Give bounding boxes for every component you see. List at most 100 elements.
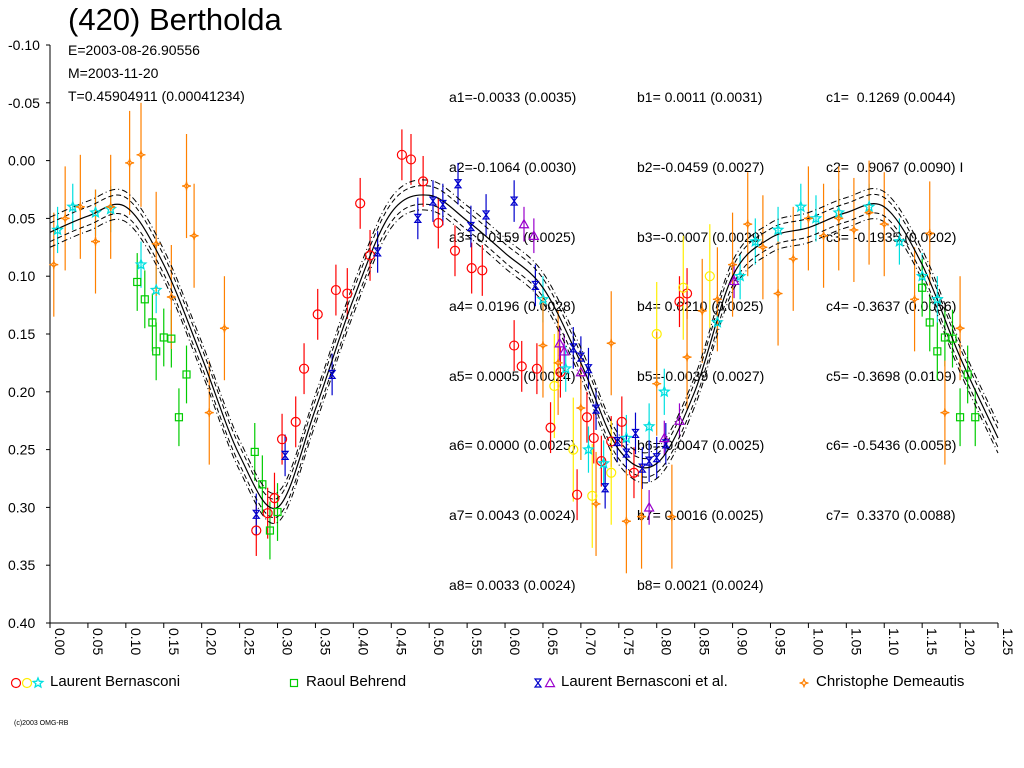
data-point-triangle	[554, 337, 566, 348]
data-point-circle	[396, 149, 407, 160]
data-point-square	[925, 318, 934, 327]
x-tick-label: 0.35	[317, 628, 333, 655]
data-point-circle	[466, 263, 477, 274]
fit-curve-main	[49, 194, 999, 510]
period-text: T=0.45904911 (0.00041234)	[68, 88, 245, 104]
x-tick-label: 0.50	[431, 628, 447, 655]
data-point-diamond	[849, 225, 859, 235]
data-point-circle	[418, 176, 429, 187]
data-point-diamond	[819, 231, 829, 241]
data-point-diamond	[106, 202, 116, 212]
fit-curve-dashdot-lower	[49, 209, 999, 524]
data-point-star	[642, 419, 656, 432]
data-point-star	[66, 199, 80, 213]
x-tick-label: 1.10	[886, 628, 902, 655]
x-tick-label: 0.75	[621, 628, 637, 655]
legend-marker-triangle-purple	[544, 677, 556, 688]
data-point-triangle	[528, 230, 540, 240]
data-point-diamond	[652, 379, 662, 389]
data-point-diamond	[712, 294, 722, 304]
data-point-circle	[355, 198, 366, 209]
data-point-star	[809, 211, 823, 224]
legend-marker-circle-yellow	[21, 677, 33, 689]
coef-a7: a7= 0.0043 (0.0024)	[449, 507, 576, 524]
x-tick-label: 0.90	[735, 628, 751, 655]
data-point-hourglass	[622, 448, 631, 458]
data-point-square	[265, 526, 275, 535]
data-point-hourglass	[638, 463, 647, 473]
data-point-triangle	[728, 275, 740, 286]
data-point-diamond	[910, 294, 920, 304]
data-point-hourglass	[509, 196, 519, 206]
coef-c2: c2= 0.9067 (0.0090) I	[826, 159, 964, 176]
data-point-diamond	[697, 306, 707, 316]
data-point-diamond	[879, 219, 889, 229]
x-tick-label: 0.60	[507, 628, 523, 655]
y-tick-label: 0.25	[8, 442, 35, 458]
data-point-diamond	[49, 260, 59, 270]
data-point-diamond	[834, 213, 844, 223]
legend-laurent-bernasconi-et-al: Laurent Bernasconi et al.	[561, 673, 728, 690]
data-point-star	[51, 223, 64, 236]
data-point-triangle	[518, 218, 530, 229]
coef-c1: c1= 0.1269 (0.0044)	[826, 89, 956, 106]
x-tick-label: 0.45	[393, 628, 409, 655]
data-point-star	[893, 234, 906, 248]
data-point-diamond	[758, 242, 768, 252]
data-point-hourglass	[466, 221, 476, 232]
data-point-star	[582, 442, 595, 455]
legend-raoul-behrend: Raoul Behrend	[306, 673, 407, 690]
data-point-diamond	[621, 516, 631, 526]
y-tick-label: 0.00	[8, 153, 35, 169]
chart-title: (420) Bertholda	[68, 2, 282, 37]
data-point-diamond	[181, 181, 192, 191]
data-point-circle	[330, 284, 342, 296]
x-tick-label: 0.15	[166, 628, 182, 655]
data-point-star	[915, 269, 929, 282]
data-point-circle	[704, 271, 715, 282]
data-point-circle	[342, 288, 353, 299]
data-point-hourglass	[438, 199, 448, 210]
data-point-star	[771, 223, 785, 236]
data-point-square	[250, 447, 259, 457]
coef-a4: a4= 0.0196 (0.0028)	[449, 298, 576, 315]
axes: -0.10 -0.05 0.00 0.05 0.10 0.15 0.20 0.25 0.30 0.…	[8, 37, 1016, 655]
data-point-circle	[509, 340, 520, 351]
x-tick-label: 0.70	[583, 628, 599, 655]
data-point-hourglass	[252, 509, 261, 519]
data-point-diamond	[606, 338, 616, 348]
coef-c5: c5= -0.3698 (0.0109)	[826, 367, 957, 384]
y-tick-label: 0.40	[8, 615, 35, 631]
data-point-diamond	[864, 208, 874, 218]
data-point-hourglass	[576, 352, 586, 362]
y-tick-label: 0.15	[8, 326, 35, 342]
mean-date-text: M=2003-11-20	[68, 65, 159, 81]
data-point-square	[933, 347, 942, 356]
data-point-star	[657, 385, 671, 398]
y-tick-label: -0.10	[8, 37, 40, 53]
data-point-circle	[651, 328, 662, 340]
x-tick-label: 0.20	[204, 628, 220, 655]
x-tick-label: 0.85	[697, 628, 713, 655]
data-point-circle	[251, 525, 262, 536]
data-point-circle	[531, 363, 542, 374]
data-point-diamond	[773, 289, 783, 299]
x-tick-label: 1.25	[1000, 628, 1016, 655]
data-point-circle	[269, 493, 280, 504]
x-tick-label: 0.30	[280, 628, 296, 655]
coef-a1: a1=-0.0033 (0.0035)	[449, 89, 577, 106]
data-point-square	[182, 370, 191, 379]
data-point-square	[258, 480, 267, 489]
legend-laurent-bernasconi: Laurent Bernasconi	[50, 673, 181, 690]
data-point-star	[104, 202, 118, 215]
x-tick-label: 0.00	[52, 628, 68, 655]
y-tick-label: 0.05	[8, 210, 35, 226]
data-point-circle	[678, 282, 689, 293]
data-point-square	[152, 347, 161, 356]
data-point-diamond	[189, 231, 199, 241]
data-point-circle	[581, 412, 593, 423]
data-point-square	[918, 283, 927, 292]
data-point-star	[536, 292, 550, 305]
x-tick-label: 1.20	[962, 628, 978, 655]
